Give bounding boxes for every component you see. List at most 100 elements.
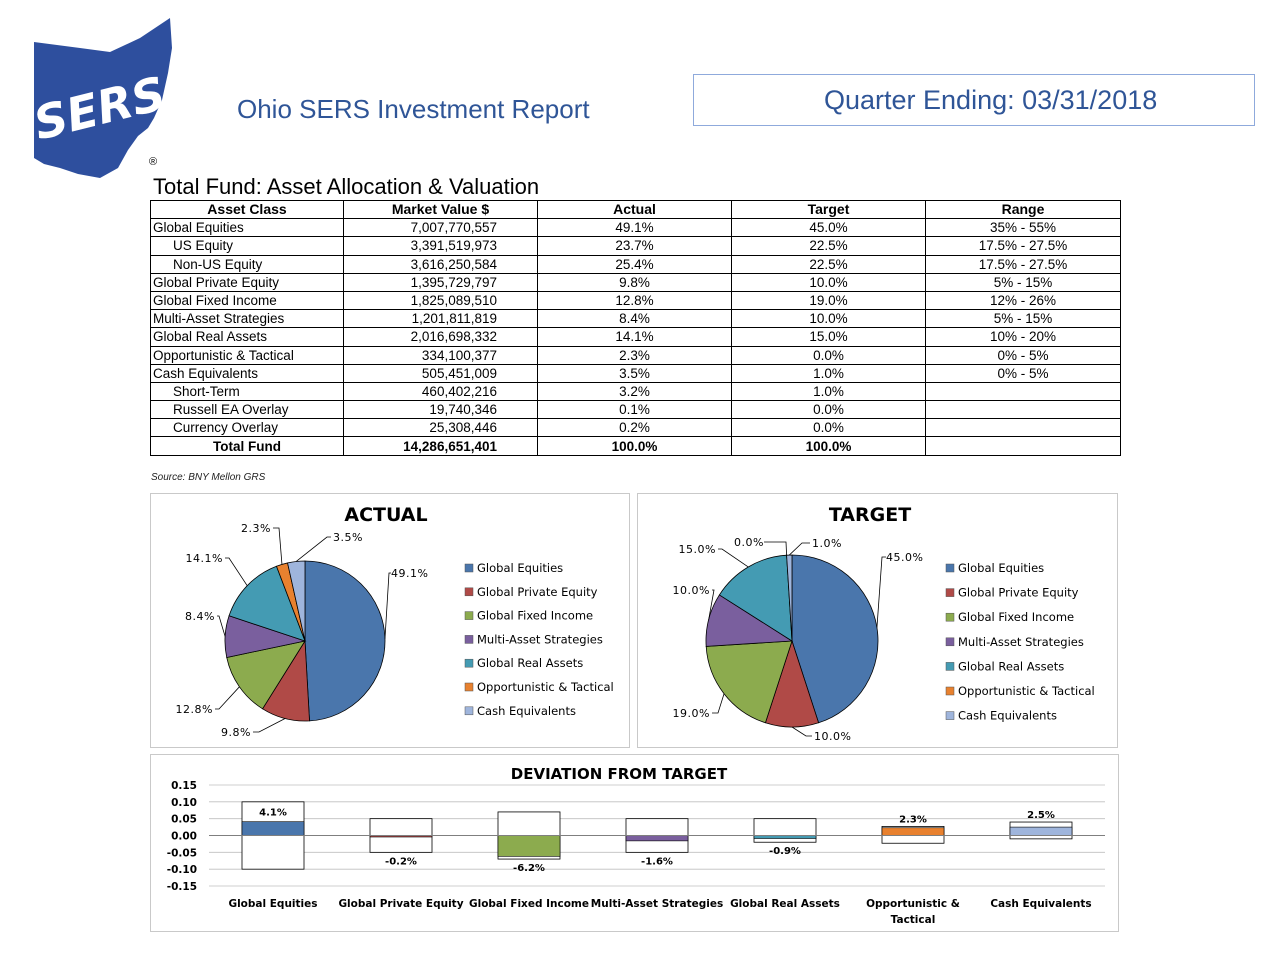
pie-data-label: 2.3% bbox=[241, 522, 271, 535]
legend-label: Global Real Assets bbox=[477, 656, 583, 670]
market-value-cell: 1,395,729,797 bbox=[343, 272, 538, 292]
leader-line bbox=[217, 615, 226, 637]
leader-line bbox=[764, 541, 787, 556]
deviation-bar bbox=[625, 835, 689, 842]
table-row: Opportunistic & Tactical 334,100,377 2.3% 0… bbox=[150, 345, 1121, 365]
y-tick-label: -0.15 bbox=[167, 881, 197, 893]
pie-slice bbox=[791, 554, 879, 724]
leader-line bbox=[708, 589, 715, 620]
target-cell: 1.0% bbox=[731, 363, 926, 383]
header-actual: Actual bbox=[537, 199, 732, 220]
asset-cell: Global Private Equity bbox=[150, 272, 344, 292]
range-cell: 10% - 20% bbox=[925, 327, 1121, 347]
pie-data-label: 1.0% bbox=[812, 537, 842, 550]
deviation-bar-chart: DEVIATION FROM TARGET 0.15 0.10 0.05 0.00 -0.… bbox=[167, 765, 1105, 926]
deviation-bar bbox=[497, 835, 561, 857]
pie-data-label: 8.4% bbox=[185, 610, 215, 623]
deviation-data-label: -0.2% bbox=[385, 856, 417, 867]
legend-swatch bbox=[945, 686, 955, 696]
registered-mark: ® bbox=[149, 156, 158, 168]
leader-line bbox=[384, 572, 391, 639]
market-value-cell: 7,007,770,557 bbox=[343, 218, 538, 238]
legend-swatch bbox=[464, 635, 474, 644]
range-cell: 12% - 26% bbox=[925, 290, 1121, 311]
category-label: Global Real Assets bbox=[730, 898, 840, 910]
quarter-label: Quarter Ending: 03/31/2018 bbox=[824, 85, 1158, 115]
range-cell: 0% - 5% bbox=[925, 363, 1121, 383]
table-row: US Equity 3,391,519,973 23.7% 22.5% 17.5% - … bbox=[150, 236, 1121, 256]
target-cell: 22.5% bbox=[731, 236, 926, 256]
legend-swatch bbox=[464, 611, 474, 620]
pie-data-label: 49.1% bbox=[391, 567, 428, 580]
asset-cell: Opportunistic & Tactical bbox=[150, 345, 344, 365]
table-header-row: Asset Class Market Value $ Actual Target… bbox=[150, 199, 1121, 220]
category-label: Global Equities bbox=[228, 898, 317, 910]
asset-cell: Global Equities bbox=[150, 218, 344, 238]
pie-data-label: 3.5% bbox=[333, 531, 363, 544]
market-value-cell: 460,402,216 bbox=[343, 381, 538, 402]
legend-label: Opportunistic & Tactical bbox=[958, 684, 1095, 698]
total-asset-cell: Total Fund bbox=[150, 436, 344, 456]
category-label: Opportunistic & bbox=[866, 898, 960, 910]
table-row: Global Real Assets 2,016,698,332 14.1% 15.0… bbox=[150, 327, 1121, 347]
legend-swatch bbox=[464, 563, 474, 573]
pie-data-label: 19.0% bbox=[673, 707, 710, 720]
source-note: Source: BNY Mellon GRS bbox=[151, 472, 266, 483]
table-row: Multi-Asset Strategies 1,201,811,819 8.4% 1… bbox=[150, 309, 1121, 329]
market-value-cell: 25,308,446 bbox=[343, 418, 538, 438]
actual-cell: 9.8% bbox=[537, 272, 732, 292]
legend-swatch bbox=[945, 612, 955, 622]
actual-pie-panel: ACTUAL 49.1% 9.8% 12.8% 8.4% 14.1% 2.3% 3.5% Glo… bbox=[150, 493, 630, 748]
market-value-cell: 1,201,811,819 bbox=[343, 309, 538, 329]
total-market-value-cell: 14,286,651,401 bbox=[343, 436, 538, 456]
total-actual-cell: 100.0% bbox=[537, 436, 732, 456]
target-pie-panel: TARGET 45.0% 10.0% 19.0% 10.0% 15.0% 0.0% 1.0% G… bbox=[637, 493, 1118, 748]
legend-label: Global Fixed Income bbox=[958, 610, 1074, 624]
pie-title: ACTUAL bbox=[344, 504, 427, 526]
pie-title: TARGET bbox=[829, 504, 911, 526]
target-cell: 0.0% bbox=[731, 345, 926, 365]
target-cell: 22.5% bbox=[731, 254, 926, 274]
range-cell bbox=[925, 400, 1121, 420]
legend-label: Global Private Equity bbox=[477, 585, 598, 599]
y-tick-label: -0.05 bbox=[167, 847, 197, 859]
actual-cell: 3.5% bbox=[537, 363, 732, 383]
asset-cell: Cash Equivalents bbox=[150, 363, 344, 383]
actual-cell: 3.2% bbox=[537, 381, 732, 402]
y-tick-label: 0.00 bbox=[171, 831, 197, 843]
ohio-shape-logo: SERS bbox=[28, 18, 172, 178]
report-title: Ohio SERS Investment Report bbox=[237, 94, 590, 124]
pie-data-label: 12.8% bbox=[176, 703, 213, 716]
leader-line bbox=[791, 726, 812, 737]
total-row: Total Fund 14,286,651,401 100.0% 100.0% bbox=[150, 436, 1121, 456]
market-value-cell: 3,616,250,584 bbox=[343, 254, 538, 274]
asset-cell: Non-US Equity bbox=[150, 254, 344, 274]
deviation-panel: DEVIATION FROM TARGET 0.15 0.10 0.05 0.00 -0.… bbox=[150, 754, 1119, 932]
market-value-cell: 3,391,519,973 bbox=[343, 236, 538, 256]
legend-label: Cash Equivalents bbox=[958, 709, 1057, 723]
header-target: Target bbox=[731, 199, 926, 220]
deviation-bar bbox=[1009, 826, 1073, 836]
actual-cell: 0.2% bbox=[537, 418, 732, 438]
deviation-data-label: -6.2% bbox=[513, 863, 545, 874]
sers-logo: SERS ® bbox=[28, 18, 175, 180]
leader-line bbox=[215, 686, 240, 710]
legend-swatch bbox=[945, 563, 955, 573]
leader-line bbox=[789, 542, 810, 556]
legend-label: Multi-Asset Strategies bbox=[477, 632, 603, 646]
y-tick-label: -0.10 bbox=[167, 864, 197, 876]
total-range-cell bbox=[925, 436, 1121, 456]
pie-data-label: 15.0% bbox=[679, 543, 716, 556]
range-cell: 5% - 15% bbox=[925, 309, 1121, 329]
target-cell: 45.0% bbox=[731, 218, 926, 238]
category-label: Global Fixed Income bbox=[469, 898, 589, 910]
asset-cell: Global Real Assets bbox=[150, 327, 344, 347]
legend-label: Global Private Equity bbox=[958, 586, 1079, 600]
pie-data-label: 45.0% bbox=[886, 551, 923, 564]
table-row: Cash Equivalents 505,451,009 3.5% 1.0% 0% - … bbox=[150, 363, 1121, 383]
asset-cell: US Equity bbox=[150, 236, 344, 256]
category-label: Multi-Asset Strategies bbox=[591, 898, 723, 910]
asset-cell: Short-Term bbox=[150, 381, 344, 402]
pie-slice bbox=[786, 554, 793, 642]
legend-swatch bbox=[464, 706, 474, 716]
